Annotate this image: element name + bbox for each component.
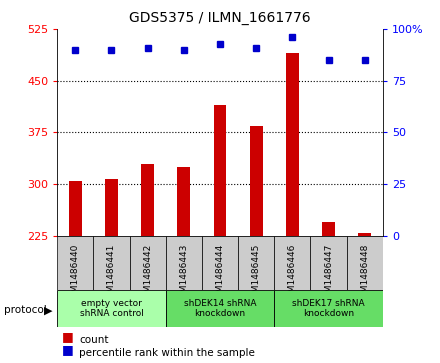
Text: ▶: ▶ [44,305,52,315]
Bar [311,236,347,290]
Bar [347,236,383,290]
Bar [166,290,274,327]
Text: ■: ■ [62,343,73,356]
Bar [129,236,166,290]
Bar [322,222,335,236]
Text: protocol: protocol [4,305,47,315]
Text: GSM1486445: GSM1486445 [252,244,260,305]
Bar [57,290,166,327]
Bar [141,163,154,236]
Text: GSM1486443: GSM1486443 [180,244,188,305]
Text: GSM1486447: GSM1486447 [324,244,333,305]
Bar [166,236,202,290]
Bar [359,232,371,236]
Bar [69,181,82,236]
Text: GSM1486448: GSM1486448 [360,244,369,305]
Bar [274,290,383,327]
Bar [286,53,299,236]
Bar [93,236,129,290]
Bar [214,105,226,236]
Text: empty vector
shRNA control: empty vector shRNA control [80,299,143,318]
Title: GDS5375 / ILMN_1661776: GDS5375 / ILMN_1661776 [129,11,311,25]
Bar [274,236,311,290]
Text: shDEK17 shRNA
knockdown: shDEK17 shRNA knockdown [292,299,365,318]
Text: percentile rank within the sample: percentile rank within the sample [79,348,255,358]
Text: GSM1486444: GSM1486444 [216,244,224,304]
Bar [202,236,238,290]
Text: count: count [79,335,109,345]
Bar [177,167,190,236]
Bar [250,126,263,236]
Text: GSM1486441: GSM1486441 [107,244,116,305]
Bar [105,179,118,236]
Text: GSM1486446: GSM1486446 [288,244,297,305]
Text: shDEK14 shRNA
knockdown: shDEK14 shRNA knockdown [184,299,256,318]
Text: ■: ■ [62,330,73,343]
Text: GSM1486440: GSM1486440 [71,244,80,305]
Bar [238,236,274,290]
Text: GSM1486442: GSM1486442 [143,244,152,304]
Bar [57,236,93,290]
